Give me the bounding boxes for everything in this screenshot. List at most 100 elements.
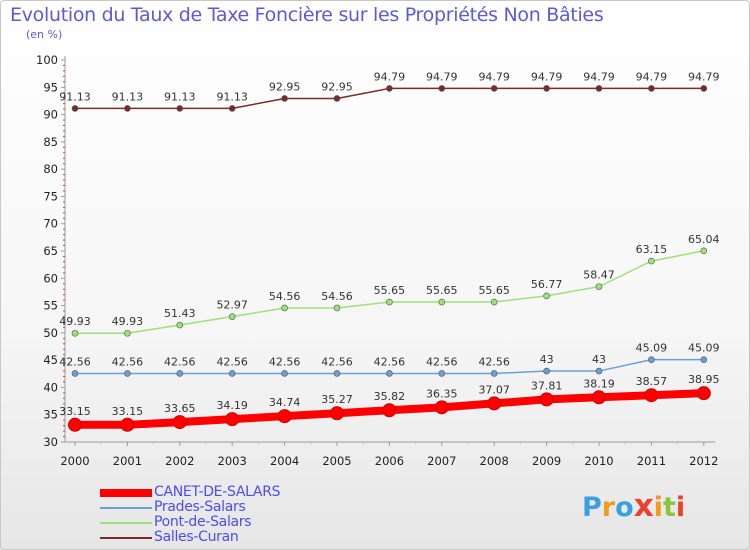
legend-item: Prades-Salars	[100, 499, 400, 515]
x-tick-label: 2003	[218, 454, 247, 468]
data-point	[438, 298, 446, 306]
data-label: 33.15	[112, 405, 144, 418]
data-label: 38.19	[583, 377, 615, 390]
data-point	[386, 85, 393, 92]
legend-label: Prades-Salars	[154, 499, 246, 515]
data-point	[543, 85, 550, 92]
data-point	[644, 388, 659, 403]
data-label: 36.35	[426, 387, 458, 400]
data-point	[543, 367, 550, 375]
data-point	[281, 304, 288, 312]
data-point	[386, 298, 393, 306]
logo-letter: x	[633, 488, 654, 524]
data-point	[595, 367, 603, 375]
data-point	[543, 292, 550, 300]
data-point	[648, 356, 655, 363]
x-tick-label: 2004	[270, 454, 299, 468]
data-label: 45.09	[688, 342, 720, 355]
data-point	[592, 390, 606, 405]
data-point	[176, 105, 184, 112]
logo-letter: i	[675, 492, 686, 523]
data-point	[176, 370, 184, 377]
x-tick-label: 2008	[480, 454, 509, 468]
y-tick-label: 60	[43, 271, 58, 285]
data-point	[490, 298, 498, 306]
data-label: 91.13	[59, 90, 91, 103]
data-label: 49.93	[112, 315, 144, 328]
data-label: 35.82	[374, 390, 406, 403]
axes: 30 35 40 45 50 55 60 65 70 75 80 85 90 95 100 2000 2001 2…	[36, 53, 718, 468]
data-label: 54.56	[269, 290, 301, 303]
data-label: 94.79	[583, 70, 615, 83]
logo-letter: P	[582, 492, 602, 523]
data-label: 51.43	[164, 307, 196, 320]
legend-label: Pont-de-Salars	[154, 514, 252, 530]
data-label: 42.56	[426, 355, 458, 368]
y-tick-label: 55	[43, 299, 58, 313]
data-label: 56.77	[531, 278, 563, 291]
x-tick-label: 2011	[637, 454, 666, 468]
y-tick-label: 35	[43, 408, 58, 422]
x-tick-label: 2007	[427, 454, 456, 468]
logo-letter: r	[601, 492, 616, 523]
legend-item: Salles-Curan	[100, 529, 400, 545]
legend-label: CANET-DE-SALARS	[154, 484, 281, 500]
data-point	[438, 85, 446, 92]
data-label: 42.56	[59, 355, 91, 368]
y-tick-label: 65	[43, 244, 58, 258]
data-point	[124, 370, 131, 377]
data-point	[333, 304, 341, 312]
data-point	[595, 85, 603, 92]
data-point	[382, 403, 397, 418]
logo-letter: i	[653, 492, 663, 523]
data-label: 91.13	[164, 90, 196, 103]
y-tick-label: 30	[43, 435, 58, 449]
data-label: 42.56	[321, 355, 353, 368]
data-label: 92.95	[269, 80, 301, 93]
data-label: 63.15	[636, 243, 668, 256]
data-point	[333, 370, 341, 377]
data-point	[700, 85, 708, 92]
data-point	[434, 400, 449, 415]
data-point	[71, 329, 79, 337]
data-point	[700, 247, 708, 255]
data-point	[71, 370, 79, 377]
data-point	[386, 370, 393, 377]
data-label: 42.56	[164, 355, 196, 368]
data-labels: 91.13 91.13 91.13 91.13 92.95 92.95 94.79 94.79…	[59, 70, 719, 417]
y-tick-label: 80	[43, 162, 58, 176]
data-point	[120, 417, 135, 432]
data-label: 37.07	[478, 383, 510, 396]
data-point	[696, 386, 711, 401]
data-label: 92.95	[321, 80, 353, 93]
unit-label: (en %)	[26, 28, 63, 41]
data-label: 58.47	[583, 269, 615, 282]
legend: CANET-DE-SALARS Prades-Salars Pont-de-Sala…	[100, 484, 400, 545]
data-label: 91.13	[112, 90, 144, 103]
data-point	[277, 409, 292, 424]
data-label: 55.65	[478, 284, 510, 297]
data-label: 43	[540, 353, 554, 366]
data-point	[176, 321, 184, 329]
data-point	[124, 329, 131, 337]
data-label: 42.56	[216, 355, 248, 368]
x-tick-label: 2010	[584, 454, 613, 468]
data-label: 94.79	[636, 70, 668, 83]
data-label: 33.65	[164, 402, 196, 415]
y-tick-label: 90	[43, 108, 58, 122]
data-label: 55.65	[374, 284, 406, 297]
data-label: 34.19	[216, 399, 248, 412]
y-tick-label: 75	[43, 189, 58, 203]
data-label: 42.56	[478, 355, 510, 368]
y-tick-label: 100	[36, 53, 58, 67]
data-label: 94.79	[688, 70, 720, 83]
data-point	[490, 85, 498, 92]
logo-letter: o	[615, 492, 634, 523]
data-point	[333, 95, 341, 102]
data-label: 42.56	[269, 355, 301, 368]
legend-swatch	[100, 522, 152, 524]
data-point	[281, 370, 288, 377]
data-label: 94.79	[374, 70, 406, 83]
data-point	[225, 412, 240, 427]
data-label: 45.09	[636, 342, 668, 355]
